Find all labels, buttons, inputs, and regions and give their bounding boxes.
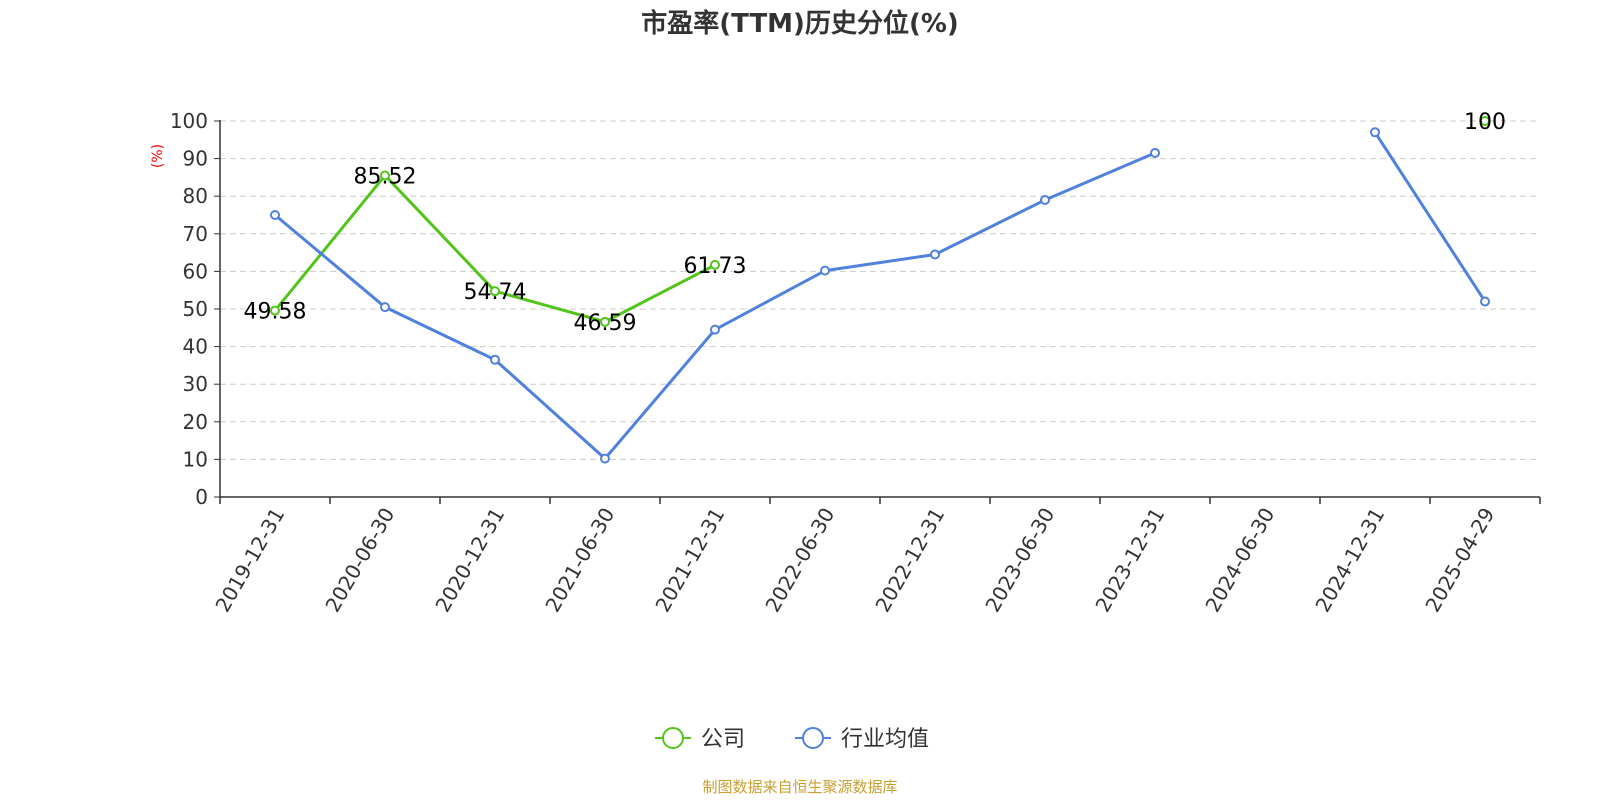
data-point: [1480, 296, 1490, 307]
data-point: [270, 305, 280, 316]
x-tick-label: 2020-12-31: [430, 504, 509, 617]
data-point: [600, 316, 610, 327]
data-point: [1370, 127, 1380, 138]
legend-marker: [662, 727, 684, 749]
x-tick-label: 2022-06-30: [760, 504, 839, 617]
y-tick-label: 60: [183, 259, 208, 283]
chart-title: 市盈率(TTM)历史分位(%): [641, 8, 959, 39]
data-point: [1150, 147, 1160, 158]
y-tick-label: 40: [183, 335, 208, 359]
legend-marker: [802, 727, 824, 749]
y-tick-label: 90: [183, 147, 208, 171]
data-point: [380, 170, 390, 181]
data-label: 49.58: [244, 300, 307, 325]
legend[interactable]: 公司 行业均值: [655, 727, 929, 752]
y-tick-label: 0: [195, 485, 208, 509]
data-point: [270, 210, 280, 220]
data-point: [930, 249, 940, 260]
data-point: [600, 453, 610, 464]
y-tick-label: 80: [183, 184, 208, 208]
x-tick-label: 2021-12-31: [650, 504, 729, 617]
data-point: [490, 286, 500, 297]
y-tick-label: 30: [183, 372, 208, 396]
data-label: 54.74: [464, 280, 527, 305]
data-point: [1040, 194, 1050, 205]
legend-item[interactable]: 公司: [655, 727, 745, 752]
data-point: [490, 354, 500, 365]
x-tick-label: 2019-12-31: [210, 504, 289, 617]
source-note: 制图数据来自恒生聚源数据库: [702, 778, 897, 796]
x-tick-label: 2024-06-30: [1200, 504, 1279, 617]
x-tick-label: 2025-04-29: [1420, 504, 1499, 617]
data-point: [380, 302, 390, 313]
x-tick-label: 2023-06-30: [980, 504, 1059, 617]
x-tick-label: 2020-06-30: [320, 504, 399, 617]
y-tick-label: 50: [183, 297, 208, 321]
data-label: 61.73: [684, 254, 747, 279]
y-tick-label: 70: [183, 222, 208, 246]
legend-item[interactable]: 行业均值: [795, 727, 929, 752]
y-tick-label: 10: [183, 447, 208, 471]
series-layer: [270, 116, 1490, 464]
y-tick-label: 20: [183, 410, 208, 434]
x-tick-label: 2021-06-30: [540, 504, 619, 617]
data-point: [710, 324, 720, 335]
grid-lines: [220, 120, 1540, 460]
data-point: [820, 265, 830, 276]
data-point: [710, 259, 720, 270]
x-tick-label: 2022-12-31: [870, 504, 949, 617]
series-line-1: [1373, 131, 1487, 303]
data-labels: 49.58 85.52 54.74 46.59 61.73 100: [244, 110, 1506, 336]
data-label: 46.59: [574, 311, 637, 336]
y-axis-label: (%): [150, 144, 166, 168]
legend-label: 公司: [701, 727, 745, 752]
data-label: 85.52: [354, 164, 417, 189]
data-point: [1480, 116, 1490, 126]
data-label: 100: [1464, 110, 1506, 135]
legend-label: 行业均值: [841, 727, 929, 752]
y-tick-label: 100: [170, 109, 208, 133]
x-tick-label: 2023-12-31: [1090, 504, 1169, 617]
x-tick-label: 2024-12-31: [1310, 504, 1389, 617]
